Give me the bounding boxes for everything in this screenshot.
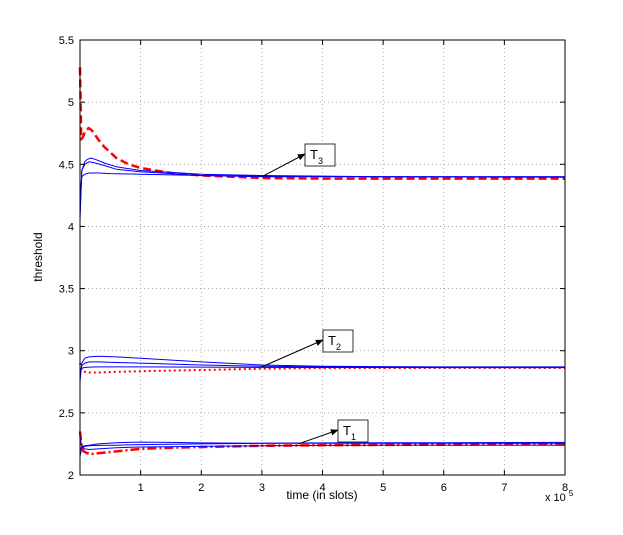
x-tick-label: 1 (138, 482, 144, 494)
data-series (78, 67, 566, 457)
series-line-10 (79, 437, 565, 450)
y-tick-label: 2.5 (59, 408, 74, 420)
series-line-2 (79, 157, 565, 221)
y-tick-label: 4.5 (59, 159, 74, 171)
x-tick-label: 2 (198, 482, 204, 494)
y-tick-label: 3 (68, 346, 74, 358)
annotation-arrow (261, 153, 306, 178)
annotation-box (322, 329, 354, 353)
series-line-1 (78, 67, 565, 180)
series-line-9 (78, 431, 566, 456)
x-multiplier-exponent: 5 (569, 489, 574, 498)
y-tick-label: 5.5 (59, 35, 74, 47)
annotation-T2: T2 (261, 329, 354, 368)
series-line-3 (79, 161, 565, 215)
annotation-subscript: 2 (336, 342, 341, 352)
annotation-subscript: 3 (318, 156, 323, 166)
x-axis-multiplier: x 10 5 (545, 489, 574, 504)
x-tick-label: 8 (562, 482, 568, 494)
y-tick-label: 2 (68, 470, 74, 482)
series-line-8 (79, 366, 565, 370)
series-line-6 (79, 355, 565, 382)
annotation-label: T3 (310, 147, 323, 166)
x-axis-label: time (in slots) (286, 488, 357, 502)
series-line-5 (79, 362, 565, 374)
annotation-arrow (261, 339, 324, 368)
annotation-box (337, 419, 369, 443)
annotation-label: T1 (343, 423, 356, 442)
annotation-label: T2 (328, 333, 341, 352)
y-tick-label: 4 (68, 221, 74, 233)
series-line-7 (79, 361, 566, 376)
annotation-subscript: 1 (351, 432, 356, 442)
annotation-box (304, 143, 336, 167)
plot-background (80, 40, 565, 475)
annotation-T3: T3 (261, 143, 336, 178)
annotation-arrow (298, 429, 339, 445)
x-tick-label: 6 (441, 482, 447, 494)
x-tick-label: 5 (380, 482, 386, 494)
annotation-main: T (328, 333, 336, 348)
x-multiplier-base: x 10 (545, 492, 566, 504)
y-tick-label: 5 (68, 97, 74, 109)
annotation-main: T (310, 147, 318, 162)
x-tick-label: 4 (319, 482, 325, 494)
y-axis-label: threshold (31, 232, 45, 281)
x-tick-label: 3 (259, 482, 265, 494)
series-line-12 (79, 441, 565, 451)
axis-ticks: 1 2 3 4 5 6 7 8 2 2.5 3 3.5 4 4.5 5 5.5 (59, 35, 568, 494)
series-line-4 (79, 172, 566, 202)
annotation-T1: T1 (298, 419, 369, 445)
annotation-main: T (343, 423, 351, 438)
x-tick-label: 7 (501, 482, 507, 494)
y-tick-label: 3.5 (59, 284, 74, 296)
